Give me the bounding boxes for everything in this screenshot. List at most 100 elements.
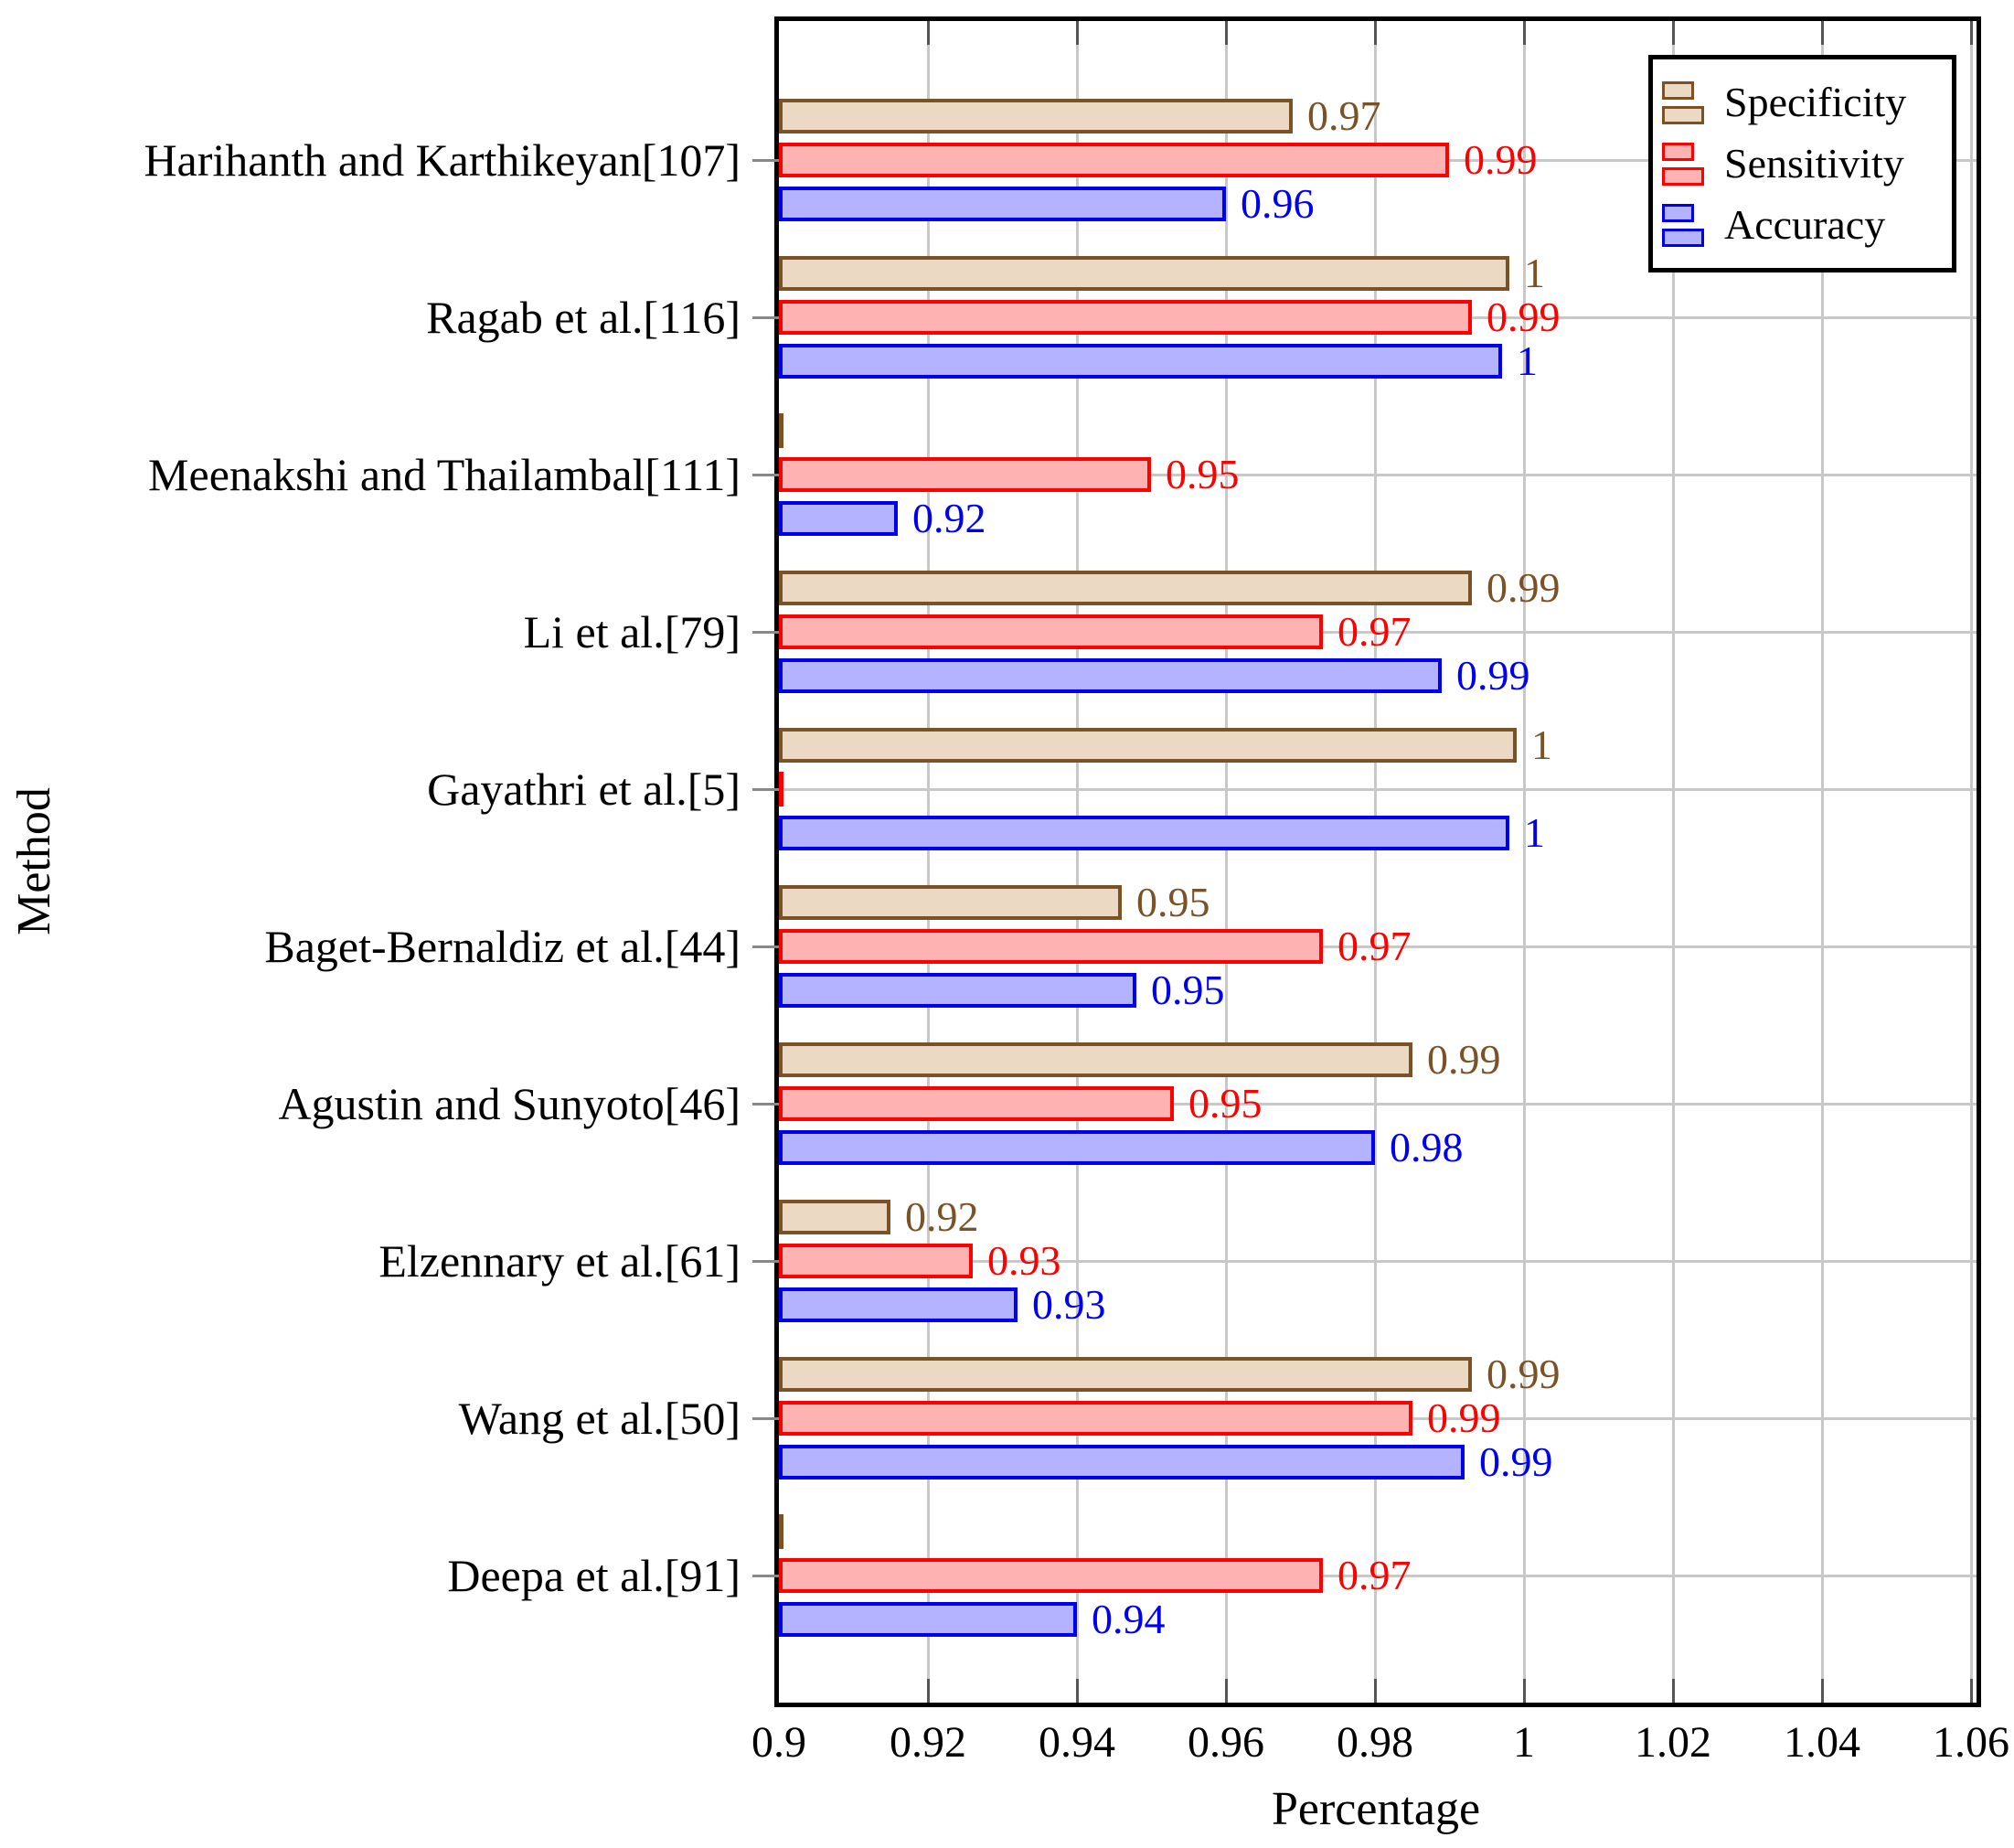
x-tick-mark-top: [1522, 21, 1526, 45]
bar-specificity: [779, 99, 1293, 134]
legend-label-specificity: Specificity: [1724, 79, 1907, 125]
bar-sensitivity: [779, 300, 1472, 335]
method-label: Harihanth and Karthikeyan[107]: [144, 134, 741, 186]
x-gridline: [1671, 21, 1675, 1703]
method-label: Ragab et al.[116]: [426, 292, 741, 343]
method-label: Agustin and Sunyoto[46]: [278, 1078, 741, 1129]
value-label-sensitivity: 0.97: [1337, 608, 1412, 655]
y-gridline: [779, 787, 1977, 791]
plot-area: 0.97 1 0.99 1 0.95 0.99 0.92 0.99 0.99 0.99 0.95 0.…: [774, 16, 1981, 1707]
x-tick-mark-bottom: [1969, 1679, 1973, 1703]
x-axis-title: Percentage: [1271, 1783, 1481, 1835]
value-label-sensitivity: 0.99: [1427, 1394, 1501, 1441]
value-label-accuracy: 0.95: [1151, 966, 1225, 1013]
bar-specificity: [779, 571, 1472, 606]
legend-label-sensitivity: Sensitivity: [1724, 140, 1904, 187]
y-gridline: [779, 630, 1977, 634]
x-tick-label: 0.98: [1337, 1718, 1413, 1767]
method-label: Wang et al.[50]: [458, 1393, 741, 1444]
x-tick-label: 1: [1513, 1718, 1535, 1767]
bar-sensitivity: [779, 1558, 1323, 1593]
bar-sensitivity: [779, 1244, 973, 1278]
method-label: Elzennary et al.[61]: [378, 1235, 741, 1287]
y-tick-mark: [752, 630, 779, 634]
value-label-accuracy: 0.92: [912, 494, 986, 541]
x-tick-mark-bottom: [1820, 1679, 1824, 1703]
method-label: Deepa et al.[91]: [447, 1550, 741, 1601]
y-tick-mark: [752, 1416, 779, 1420]
y-gridline: [779, 473, 1977, 476]
value-label-accuracy: 0.98: [1390, 1123, 1464, 1170]
x-tick-mark-top: [926, 21, 930, 45]
y-gridline: [779, 1574, 1977, 1577]
value-label-accuracy: 0.99: [1479, 1437, 1553, 1485]
bar-specificity: [779, 256, 1509, 292]
x-tick-label: 1.02: [1635, 1718, 1711, 1767]
value-label-accuracy: 1: [1524, 808, 1545, 856]
bar-specificity: [779, 1200, 890, 1235]
bar-sensitivity: [779, 457, 1151, 492]
value-label-specificity: 0.99: [1427, 1036, 1501, 1084]
x-tick-label: 0.9: [751, 1718, 806, 1767]
method-label: Li et al.[79]: [523, 606, 741, 657]
bar-specificity: [779, 1514, 783, 1550]
x-tick-label: 1.06: [1933, 1718, 2009, 1767]
method-label: Gayathri et al.[5]: [427, 764, 741, 815]
value-label-accuracy: 0.94: [1092, 1595, 1166, 1642]
value-label-sensitivity: 0.97: [1337, 923, 1412, 969]
bar-specificity: [779, 413, 783, 449]
x-tick-mark-bottom: [1373, 1679, 1377, 1703]
x-tick-mark-top: [1224, 21, 1228, 45]
x-tick-mark-top: [1969, 21, 1973, 45]
sensitivity-swatch-icon: [1662, 142, 1704, 186]
value-label-specificity: 0.99: [1487, 1351, 1561, 1398]
value-label-accuracy: 0.96: [1241, 179, 1315, 227]
y-tick-mark: [752, 1102, 779, 1106]
bar-accuracy: [779, 1129, 1375, 1165]
x-tick-label: 0.96: [1188, 1718, 1264, 1767]
bar-accuracy: [779, 972, 1136, 1008]
bar-accuracy: [779, 186, 1226, 221]
x-tick-mark-top: [1075, 21, 1079, 45]
bar-accuracy: [779, 657, 1442, 693]
y-tick-mark: [752, 1574, 779, 1577]
bar-sensitivity: [779, 143, 1449, 177]
y-tick-mark: [752, 158, 779, 162]
y-axis-title: Method: [8, 787, 60, 935]
bar-sensitivity: [779, 614, 1323, 649]
x-gridline: [1075, 21, 1079, 1703]
x-tick-mark-bottom: [1224, 1679, 1228, 1703]
value-label-accuracy: 0.93: [1032, 1280, 1106, 1328]
x-tick-mark-bottom: [1075, 1679, 1079, 1703]
bar-accuracy: [779, 1444, 1465, 1479]
x-tick-mark-bottom: [1522, 1679, 1526, 1703]
x-gridline: [1820, 21, 1824, 1703]
bar-accuracy: [779, 815, 1509, 850]
bar-specificity: [779, 1042, 1412, 1078]
legend: Specificity Sensitivity Accuracy: [1648, 55, 1956, 272]
x-gridline: [1373, 21, 1377, 1703]
x-tick-mark-bottom: [1671, 1679, 1675, 1703]
value-label-specificity: 1: [1531, 721, 1552, 769]
x-tick-mark-top: [1373, 21, 1377, 45]
y-gridline: [779, 1259, 1977, 1263]
x-tick-label: 1.04: [1784, 1718, 1860, 1767]
value-label-specificity: 0.92: [905, 1193, 979, 1241]
bar-specificity: [779, 885, 1122, 921]
value-label-sensitivity: 0.97: [1337, 1552, 1412, 1598]
y-tick-mark: [752, 315, 779, 319]
y-gridline: [779, 945, 1977, 948]
bar-specificity: [779, 1357, 1472, 1393]
value-label-specificity: 0.99: [1487, 564, 1561, 612]
x-tick-mark-top: [1820, 21, 1824, 45]
x-tick-mark-top: [1671, 21, 1675, 45]
legend-entry-specificity: Specificity: [1662, 79, 1943, 126]
value-label-accuracy: 1: [1517, 336, 1538, 384]
method-label: Baget-Bernaldiz et al.[44]: [264, 921, 741, 972]
value-label-sensitivity: 0.99: [1487, 294, 1561, 340]
value-label-specificity: 0.95: [1136, 879, 1210, 926]
bar-sensitivity: [779, 1401, 1412, 1436]
bar-specificity: [779, 728, 1517, 764]
bar-accuracy: [779, 500, 898, 536]
